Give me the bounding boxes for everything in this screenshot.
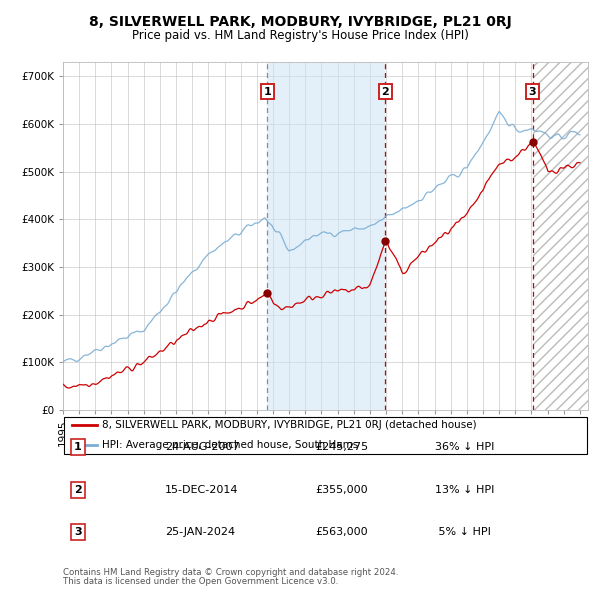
Text: 3: 3: [74, 527, 82, 537]
Text: Contains HM Land Registry data © Crown copyright and database right 2024.: Contains HM Land Registry data © Crown c…: [63, 568, 398, 577]
Text: 15-DEC-2014: 15-DEC-2014: [165, 485, 239, 494]
Bar: [268, 62, 385, 410]
Text: HPI: Average price, detached house, South Hams: HPI: Average price, detached house, Sout…: [103, 441, 359, 450]
Text: 13% ↓ HPI: 13% ↓ HPI: [435, 485, 494, 494]
Text: 1: 1: [263, 87, 271, 97]
Text: 24-AUG-2007: 24-AUG-2007: [165, 442, 239, 452]
Text: 8, SILVERWELL PARK, MODBURY, IVYBRIDGE, PL21 0RJ: 8, SILVERWELL PARK, MODBURY, IVYBRIDGE, …: [89, 15, 511, 30]
Text: 8, SILVERWELL PARK, MODBURY, IVYBRIDGE, PL21 0RJ (detached house): 8, SILVERWELL PARK, MODBURY, IVYBRIDGE, …: [103, 421, 477, 430]
Text: 36% ↓ HPI: 36% ↓ HPI: [435, 442, 494, 452]
Text: £245,275: £245,275: [315, 442, 368, 452]
Text: 25-JAN-2024: 25-JAN-2024: [165, 527, 235, 537]
Text: Price paid vs. HM Land Registry's House Price Index (HPI): Price paid vs. HM Land Registry's House …: [131, 29, 469, 42]
Text: 3: 3: [529, 87, 536, 97]
Text: £563,000: £563,000: [315, 527, 368, 537]
Text: 5% ↓ HPI: 5% ↓ HPI: [435, 527, 491, 537]
Text: £355,000: £355,000: [315, 485, 368, 494]
Text: 2: 2: [382, 87, 389, 97]
FancyBboxPatch shape: [64, 417, 587, 454]
Text: 2: 2: [74, 485, 82, 494]
Text: 1: 1: [74, 442, 82, 452]
Text: This data is licensed under the Open Government Licence v3.0.: This data is licensed under the Open Gov…: [63, 576, 338, 586]
Bar: [533, 62, 588, 410]
